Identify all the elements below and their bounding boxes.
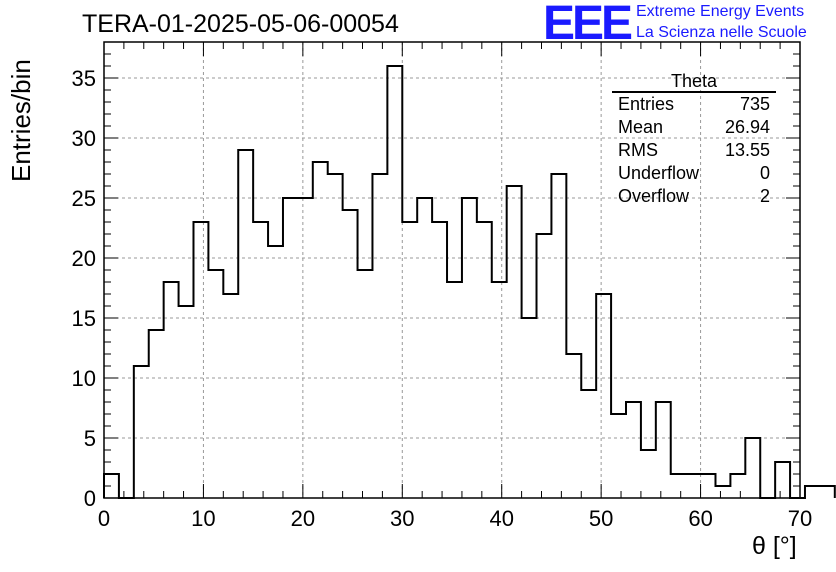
stats-row-overflow: Overflow 2	[612, 185, 776, 208]
stats-row-mean: Mean 26.94	[612, 116, 776, 139]
x-tick-label: 20	[291, 506, 315, 531]
y-tick-label: 15	[72, 306, 96, 331]
stats-label: Mean	[618, 117, 664, 137]
chart-title: TERA-01-2025-05-06-00054	[82, 10, 399, 38]
y-tick-label: 5	[84, 426, 96, 451]
x-tick-label: 40	[489, 506, 513, 531]
y-tick-label: 20	[72, 246, 96, 271]
grid-lines	[104, 42, 800, 498]
stats-value: 13.55	[724, 140, 770, 160]
y-tick-label: 25	[72, 186, 96, 211]
y-axis-label: Entries/bin	[6, 59, 36, 182]
stats-row-underflow: Underflow 0	[612, 162, 776, 185]
histogram-outline	[103, 65, 836, 499]
y-tick-label: 0	[84, 486, 96, 511]
stats-value: 0	[759, 163, 770, 183]
logo-line-2: La Scienza nelle Scuole	[636, 24, 807, 41]
y-tick-label: 10	[72, 366, 96, 391]
stats-label: Overflow	[618, 186, 690, 206]
stats-title: Theta	[612, 71, 776, 93]
stats-label: Underflow	[618, 163, 700, 183]
x-tick-label: 50	[589, 506, 613, 531]
eee-logo-mark: EEE	[543, 0, 633, 50]
stats-value: 2	[759, 186, 770, 206]
stats-label: Entries	[618, 94, 675, 114]
y-tick-labels: 0 5 10 15 20 25 30 35	[72, 66, 96, 511]
x-tick-label: 0	[98, 506, 110, 531]
x-tick-label: 70	[788, 506, 812, 531]
x-tick-label: 10	[191, 506, 215, 531]
stats-row-rms: RMS 13.55	[612, 139, 776, 162]
y-tick-label: 35	[72, 66, 96, 91]
x-tick-label: 30	[390, 506, 414, 531]
stats-box: Theta Entries 735 Mean 26.94 RMS 13.55 U…	[612, 71, 776, 208]
x-axis-label: θ [°]	[752, 532, 797, 560]
logo-line-1: Extreme Energy Events	[636, 3, 805, 20]
stats-value: 26.94	[724, 117, 770, 137]
axis-ticks	[103, 41, 801, 499]
x-tick-label: 60	[688, 506, 712, 531]
stats-label: RMS	[618, 140, 658, 160]
stats-value: 735	[739, 94, 770, 114]
stats-row-entries: Entries 735	[612, 93, 776, 116]
x-tick-labels: 0 10 20 30 40 50 60 70	[98, 506, 812, 531]
y-tick-label: 30	[72, 126, 96, 151]
